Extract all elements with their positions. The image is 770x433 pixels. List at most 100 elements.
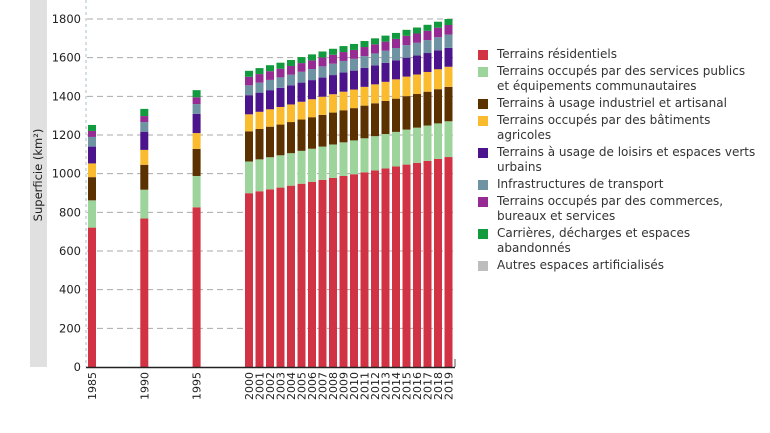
bar-segment <box>308 54 316 61</box>
bar-segment <box>88 130 96 137</box>
x-tick-label: 2011 <box>359 372 372 400</box>
legend-item: Terrains résidentiels <box>478 47 758 62</box>
bar-segment <box>329 54 337 64</box>
bar-segment <box>255 92 264 112</box>
bar-segment <box>413 27 421 34</box>
bar-segment <box>402 29 411 36</box>
bar-segment <box>329 112 337 145</box>
y-tick-label: 400 <box>59 283 81 297</box>
bar-segment <box>287 65 295 75</box>
bar-segment <box>276 62 285 69</box>
bar-segment <box>276 187 285 367</box>
bar-segment <box>444 24 453 35</box>
bar-segment <box>423 40 432 54</box>
bar-segment <box>381 168 390 367</box>
bar-segment <box>255 159 264 192</box>
bar-segment <box>255 68 264 75</box>
bar-segment <box>423 125 432 161</box>
bar-segment <box>402 45 411 58</box>
bar-segment <box>287 153 295 186</box>
legend-swatch <box>478 67 488 77</box>
bar-segment <box>423 91 432 126</box>
x-tick-label: 2000 <box>243 372 256 400</box>
bar-segment <box>350 70 358 90</box>
bar-segment <box>360 138 369 173</box>
bar-segment <box>329 144 337 178</box>
bar-segment <box>287 104 295 123</box>
x-tick-label: 2014 <box>390 372 403 400</box>
bar-segment <box>318 179 327 367</box>
bar-segment <box>371 44 379 54</box>
bar-segment <box>392 48 400 61</box>
bar-segment <box>245 131 253 162</box>
bar-segment <box>308 181 316 367</box>
x-tick-label: 2009 <box>338 372 351 400</box>
bar-segment <box>392 60 400 80</box>
x-tick-label: 2003 <box>275 372 288 400</box>
bar-segment <box>413 127 421 163</box>
y-tick-label: 1200 <box>52 128 81 142</box>
bar-segment <box>350 108 358 141</box>
bar-segment <box>413 162 421 367</box>
y-axis-band <box>30 0 47 367</box>
bar-segment <box>140 189 149 219</box>
bar-segment <box>434 89 442 124</box>
bar-segment <box>360 56 369 68</box>
bar-segment <box>329 177 337 367</box>
bar-segment <box>140 149 149 165</box>
bar-segment <box>381 134 390 169</box>
bar-segment <box>297 101 306 120</box>
x-tick-label: 2005 <box>296 372 309 400</box>
bar-segment <box>192 148 201 176</box>
bar-segment <box>192 175 201 208</box>
bar-segment <box>192 113 201 134</box>
bar-segment <box>392 131 400 167</box>
x-tick-label: 2012 <box>369 372 382 400</box>
bar-segment <box>276 124 285 156</box>
bar-segment <box>88 227 96 367</box>
bar-segment <box>392 98 400 132</box>
x-tick-label: 2007 <box>317 372 330 400</box>
bar-segment <box>381 35 390 42</box>
bar-segment <box>413 33 421 43</box>
bar-segment <box>350 89 358 109</box>
bar-segment <box>308 117 316 149</box>
legend-item: Terrains occupés par des commerces, bure… <box>478 194 758 224</box>
legend-swatch <box>478 148 488 158</box>
x-tick-label: 2016 <box>411 372 424 400</box>
bar-segment <box>360 41 369 48</box>
bar-segment <box>276 87 285 107</box>
bar-segment <box>423 53 432 72</box>
bar-segment <box>245 85 253 96</box>
bar-segment <box>339 110 348 143</box>
bar-segment <box>88 146 96 164</box>
y-tick-label: 1400 <box>52 89 81 103</box>
bar-segment <box>88 200 96 228</box>
bar-segment <box>245 114 253 132</box>
bar-segment <box>381 62 390 82</box>
bar-segment <box>245 76 253 86</box>
bar-segment <box>444 86 453 122</box>
bar-segment <box>423 24 432 31</box>
bar-segment <box>350 58 358 71</box>
bar-segment <box>381 50 390 63</box>
bar-segment <box>392 166 400 367</box>
x-tick-label: 2019 <box>443 372 456 400</box>
bar-segment <box>297 150 306 184</box>
bar-segment <box>360 172 369 367</box>
bar-segment <box>434 158 442 367</box>
legend: Terrains résidentiels Terrains occupés pa… <box>478 47 758 275</box>
bar-segment <box>444 121 453 158</box>
bar-segment <box>318 57 327 67</box>
legend-label: Terrains à usage industriel et artisanal <box>497 96 727 110</box>
bar-segment <box>318 77 327 97</box>
bar-segment <box>371 38 379 45</box>
bar-segment <box>329 94 337 113</box>
bar-segment <box>276 68 285 78</box>
y-tick-label: 0 <box>74 360 81 374</box>
bar-segment <box>339 52 348 61</box>
bar-segment <box>423 71 432 92</box>
legend-swatch <box>478 50 488 60</box>
bar-segment <box>381 81 390 101</box>
bar-segment <box>245 161 253 194</box>
